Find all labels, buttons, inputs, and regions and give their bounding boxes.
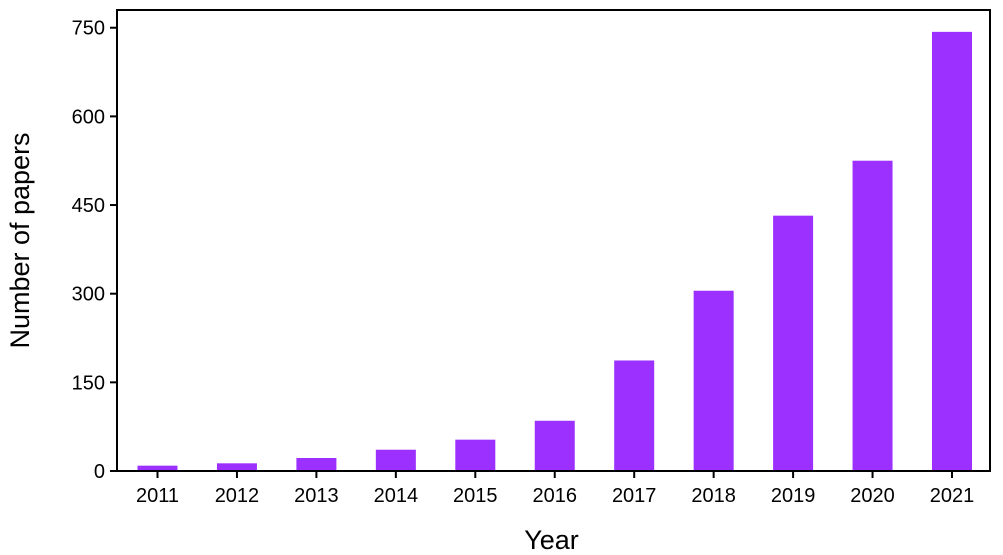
x-tick-label: 2013 (294, 485, 339, 507)
y-tick-label: 150 (72, 372, 105, 394)
bar-2020 (852, 160, 893, 471)
bar-2011 (137, 465, 178, 471)
y-tick-label: 0 (94, 461, 105, 483)
x-tick-label: 2012 (215, 485, 260, 507)
y-tick-label: 600 (72, 106, 105, 128)
x-tick-label: 2019 (771, 485, 816, 507)
bar-2017 (614, 360, 655, 471)
bar-2016 (534, 420, 575, 471)
y-axis-title: Number of papers (5, 132, 35, 348)
x-tick-label: 2021 (930, 485, 975, 507)
y-tick-label: 300 (72, 284, 105, 306)
bar-2015 (455, 439, 496, 471)
x-tick-label: 2015 (453, 485, 498, 507)
y-tick-label: 450 (72, 195, 105, 217)
x-tick-label: 2018 (691, 485, 736, 507)
bar-2012 (216, 463, 257, 471)
bar-2021 (932, 31, 972, 471)
bars-group (137, 31, 972, 471)
x-axis: 2011 2012 2013 2014 2015 2016 2017 2018 2019 2020… (136, 471, 974, 507)
plot-frame (116, 9, 991, 472)
x-tick-label: 2017 (612, 485, 657, 507)
bar-2019 (773, 215, 814, 471)
bar-2014 (375, 449, 416, 471)
x-tick-label: 2014 (374, 485, 419, 507)
bar-2013 (296, 457, 337, 471)
y-axis: 0 150 300 450 600 750 (72, 18, 117, 483)
x-tick-label: 2020 (850, 485, 895, 507)
x-tick-label: 2016 (533, 485, 578, 507)
x-tick-label: 2011 (136, 485, 179, 507)
x-axis-title: Year (524, 525, 579, 555)
y-tick-label: 750 (72, 18, 105, 40)
bar-2018 (693, 290, 734, 471)
